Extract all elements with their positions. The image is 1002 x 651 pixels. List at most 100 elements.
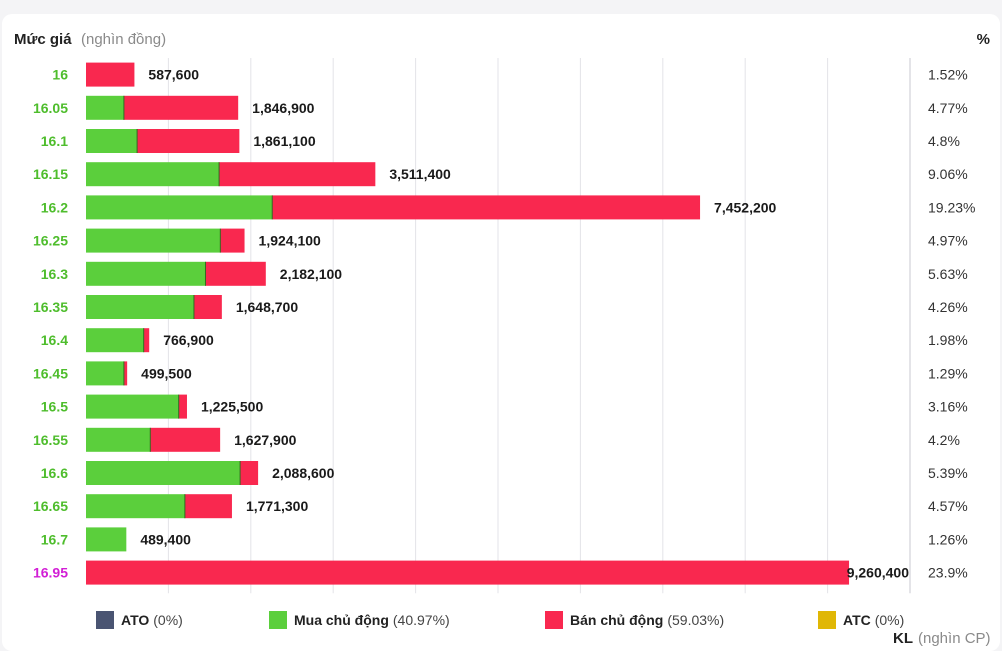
bar-sell[interactable] xyxy=(205,261,266,286)
bar-buy[interactable] xyxy=(86,361,124,386)
bar-buy[interactable] xyxy=(86,328,144,353)
legend-label: Bán chủ động (59.03%) xyxy=(570,612,724,628)
bar-sell[interactable] xyxy=(178,394,187,419)
volume-label: 1,924,100 xyxy=(259,233,321,249)
bar-buy[interactable] xyxy=(86,195,273,220)
bar-buy[interactable] xyxy=(86,129,138,153)
price-label: 16.5 xyxy=(41,399,68,415)
percent-label: 4.2% xyxy=(928,432,960,448)
price-label: 16.35 xyxy=(33,299,68,315)
price-label: 16.65 xyxy=(33,498,68,514)
legend-item[interactable]: Mua chủ động (40.97%) xyxy=(269,611,450,629)
chart-card: Mức giá (nghìn đồng) % 16 587,600 1.52% 16.… xyxy=(2,14,1000,651)
volume-label: 766,900 xyxy=(163,332,214,348)
bar-sell[interactable] xyxy=(150,427,221,452)
x-axis-title: KL xyxy=(893,630,913,647)
bar-sell[interactable] xyxy=(86,62,135,87)
price-label: 16.15 xyxy=(33,166,68,182)
percent-label: 4.77% xyxy=(928,100,968,116)
price-label: 16.1 xyxy=(41,133,68,149)
volume-label: 9,260,400 xyxy=(847,565,909,581)
percent-label: 23.9% xyxy=(928,565,968,581)
legend-label: ATC (0%) xyxy=(843,612,904,628)
price-label: 16.2 xyxy=(41,199,68,215)
legend-swatch xyxy=(818,611,836,629)
volume-label: 1,861,100 xyxy=(253,133,315,149)
percent-label: 3.16% xyxy=(928,399,968,415)
percent-label: 1.26% xyxy=(928,531,968,547)
legend-item[interactable]: ATO (0%) xyxy=(96,611,183,629)
price-label: 16.3 xyxy=(41,266,68,282)
bars xyxy=(86,62,850,585)
bar-sell[interactable] xyxy=(219,162,376,187)
percent-label: 5.63% xyxy=(928,266,968,282)
volume-label: 1,648,700 xyxy=(236,299,298,315)
legend: ATO (0%) Mua chủ động (40.97%) Bán chủ động(… xyxy=(96,611,904,629)
price-label: 16 xyxy=(52,67,68,83)
volume-label: 2,182,100 xyxy=(280,266,342,282)
legend-label: Mua chủ động (40.97%) xyxy=(294,612,450,628)
legend-item[interactable]: Bán chủ động (59.03%) xyxy=(545,611,724,629)
price-label: 16.7 xyxy=(41,531,68,547)
bar-buy[interactable] xyxy=(86,427,151,452)
bar-buy[interactable] xyxy=(86,95,124,120)
volume-label: 7,452,200 xyxy=(714,199,776,215)
percent-label: 5.39% xyxy=(928,465,968,481)
percent-label: 1.98% xyxy=(928,332,968,348)
labels: 16 587,600 1.52% 16.05 1,846,900 4.77% 16.1 1,8… xyxy=(33,67,976,581)
y-axis-unit: (nghìn đồng) xyxy=(81,31,166,48)
bar-sell[interactable] xyxy=(123,361,128,386)
bar-buy[interactable] xyxy=(86,461,241,485)
legend-swatch xyxy=(545,611,563,629)
volume-label: 3,511,400 xyxy=(389,166,451,182)
percent-label: 1.29% xyxy=(928,365,968,381)
bar-sell[interactable] xyxy=(240,461,259,485)
bar-sell[interactable] xyxy=(220,228,245,253)
bar-sell[interactable] xyxy=(86,560,850,585)
percent-label: 4.97% xyxy=(928,233,968,249)
bar-buy[interactable] xyxy=(86,162,220,187)
x-axis-unit: (nghìn CP) xyxy=(918,630,991,647)
y-axis-title: Mức giá xyxy=(14,31,72,48)
bar-buy[interactable] xyxy=(86,494,185,519)
price-label: 16.05 xyxy=(33,100,68,116)
percent-label: 4.26% xyxy=(928,299,968,315)
legend-item[interactable]: ATC (0%) xyxy=(818,611,904,629)
bar-sell[interactable] xyxy=(193,295,222,319)
percent-label: 9.06% xyxy=(928,166,968,182)
volume-label: 587,600 xyxy=(148,67,199,83)
volume-label: 499,500 xyxy=(141,365,192,381)
volume-label: 1,225,500 xyxy=(201,399,263,415)
percent-column-title: % xyxy=(977,31,990,48)
price-label: 16.6 xyxy=(41,465,68,481)
bar-sell[interactable] xyxy=(272,195,701,220)
bar-sell[interactable] xyxy=(143,328,150,353)
bar-sell[interactable] xyxy=(123,95,239,120)
percent-label: 1.52% xyxy=(928,67,968,83)
bar-buy[interactable] xyxy=(86,394,179,419)
legend-swatch xyxy=(269,611,287,629)
bar-buy[interactable] xyxy=(86,228,221,253)
volume-label: 1,627,900 xyxy=(234,432,296,448)
bar-sell[interactable] xyxy=(184,494,232,519)
volume-label: 2,088,600 xyxy=(272,465,334,481)
price-label: 16.45 xyxy=(33,365,68,381)
percent-label: 19.23% xyxy=(928,199,975,215)
price-label: 16.55 xyxy=(33,432,68,448)
bar-sell[interactable] xyxy=(137,129,240,153)
grid-lines xyxy=(167,58,911,594)
bar-buy[interactable] xyxy=(86,295,194,319)
legend-swatch xyxy=(96,611,114,629)
percent-label: 4.8% xyxy=(928,133,960,149)
volume-label: 1,771,300 xyxy=(246,498,308,514)
volume-label: 1,846,900 xyxy=(252,100,314,116)
bar-buy[interactable] xyxy=(86,261,206,286)
volume-by-price-chart: Mức giá (nghìn đồng) % 16 587,600 1.52% 16.… xyxy=(14,31,991,647)
bar-buy[interactable] xyxy=(86,527,127,552)
price-label: 16.4 xyxy=(41,332,68,348)
legend-label: ATO (0%) xyxy=(121,612,183,628)
volume-label: 489,400 xyxy=(140,531,191,547)
price-label: 16.25 xyxy=(33,233,68,249)
percent-label: 4.57% xyxy=(928,498,968,514)
price-label: 16.95 xyxy=(33,565,68,581)
